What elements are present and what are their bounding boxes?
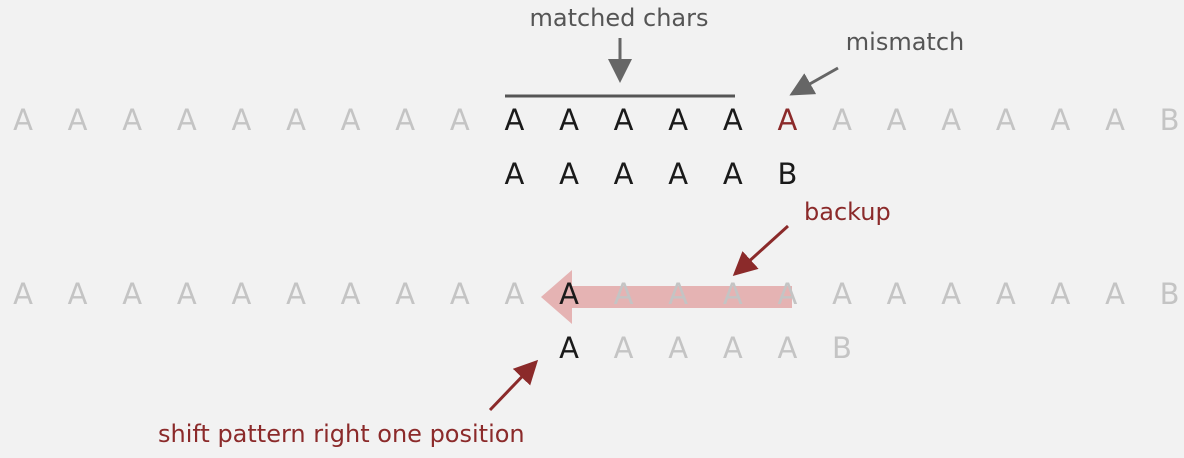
row1-text-char-21: B bbox=[1160, 103, 1180, 137]
row2-pattern-char-2: A bbox=[668, 331, 688, 365]
row1-text-char-11: A bbox=[614, 103, 634, 137]
row1-text-char-2: A bbox=[122, 103, 142, 137]
matched-chars-label: matched chars bbox=[529, 4, 708, 32]
row1-pattern-char-4: A bbox=[723, 157, 743, 191]
backup-arrow bbox=[732, 224, 790, 277]
row1-pattern-char-5: B bbox=[777, 157, 797, 191]
row2-text-char-7: A bbox=[395, 277, 415, 311]
row2-text-char-3: A bbox=[177, 277, 197, 311]
row1-text-char-20: A bbox=[1105, 103, 1125, 137]
row1-pattern-char-2: A bbox=[614, 157, 634, 191]
row1-text-char-7: A bbox=[395, 103, 415, 137]
row2-text-char-16: A bbox=[887, 277, 907, 311]
row1-text-char-16: A bbox=[887, 103, 907, 137]
row1-pattern-char-0: A bbox=[504, 157, 524, 191]
mismatch-label: mismatch bbox=[846, 28, 964, 56]
row1-text-char-0: A bbox=[13, 103, 33, 137]
row2-text-char-4: A bbox=[231, 277, 251, 311]
row2-text-char-12: A bbox=[668, 277, 688, 311]
row2-text-char-21: B bbox=[1160, 277, 1180, 311]
row2-text-char-0: A bbox=[13, 277, 33, 311]
shift-arrow bbox=[488, 359, 539, 412]
row2-text-char-11: A bbox=[614, 277, 634, 311]
row1-text-char-12: A bbox=[668, 103, 688, 137]
row1-text-char-9: A bbox=[504, 103, 524, 137]
row2-text-char-9: A bbox=[504, 277, 524, 311]
row1-text-char-4: A bbox=[231, 103, 251, 137]
row2-text-char-5: A bbox=[286, 277, 306, 311]
row1-text-char-15: A bbox=[832, 103, 852, 137]
row1-text-char-3: A bbox=[177, 103, 197, 137]
row1-text-char-8: A bbox=[450, 103, 470, 137]
row2-pattern-char-4: A bbox=[777, 331, 797, 365]
backup-band bbox=[541, 270, 792, 324]
row2-pattern-char-3: A bbox=[723, 331, 743, 365]
backup-label: backup bbox=[804, 198, 891, 226]
row2-text-char-6: A bbox=[341, 277, 361, 311]
row2-text-char-8: A bbox=[450, 277, 470, 311]
row1-text-char-5: A bbox=[286, 103, 306, 137]
row2-pattern-char-0: A bbox=[559, 331, 579, 365]
row1-text-char-1: A bbox=[68, 103, 88, 137]
row2-text-char-15: A bbox=[832, 277, 852, 311]
shift-label: shift pattern right one position bbox=[158, 420, 525, 448]
row2-text-char-18: A bbox=[996, 277, 1016, 311]
row2-text-char-17: A bbox=[941, 277, 961, 311]
row1-text-char-19: A bbox=[1050, 103, 1070, 137]
row1-text-char-17: A bbox=[941, 103, 961, 137]
row1-text-char-13: A bbox=[723, 103, 743, 137]
row2-text-char-2: A bbox=[122, 277, 142, 311]
row1-text-char-10: A bbox=[559, 103, 579, 137]
row2-text-char-19: A bbox=[1050, 277, 1070, 311]
row2-text-char-13: A bbox=[723, 277, 743, 311]
mismatch-arrow bbox=[789, 66, 839, 96]
row1-text-char-14: A bbox=[777, 103, 797, 137]
row2-text-char-1: A bbox=[68, 277, 88, 311]
row2-text-char-20: A bbox=[1105, 277, 1125, 311]
row2-text-char-14: A bbox=[777, 277, 797, 311]
row1-text-char-6: A bbox=[341, 103, 361, 137]
row1-text-char-18: A bbox=[996, 103, 1016, 137]
row1-pattern-char-3: A bbox=[668, 157, 688, 191]
row2-text-char-10: A bbox=[559, 277, 579, 311]
row1-pattern-char-1: A bbox=[559, 157, 579, 191]
row2-pattern-char-1: A bbox=[614, 331, 634, 365]
row2-pattern-char-5: B bbox=[832, 331, 852, 365]
